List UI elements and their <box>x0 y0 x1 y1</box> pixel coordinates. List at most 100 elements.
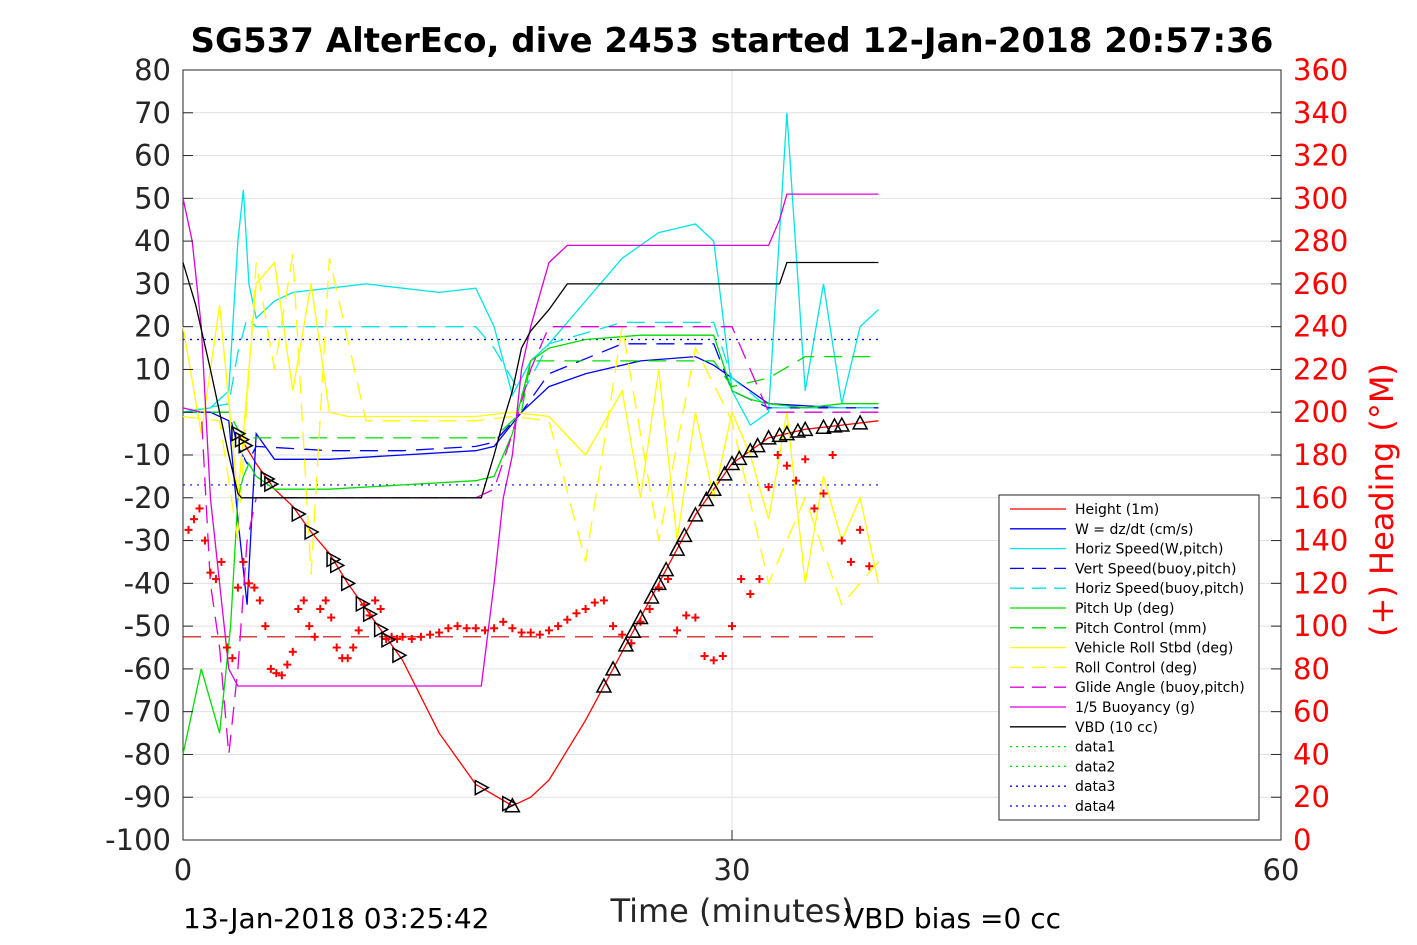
series-buoy <box>182 193 879 687</box>
heading-point <box>782 461 791 470</box>
heading-point <box>517 628 526 637</box>
heading-point <box>728 622 736 631</box>
heading-point <box>590 598 599 607</box>
y-tick-label: -60 <box>124 652 171 686</box>
series-horizb <box>182 316 879 413</box>
depth-marker <box>668 540 686 556</box>
heading-point <box>865 562 874 571</box>
x-axis-label: Time (minutes) <box>610 892 854 930</box>
heading-point <box>846 557 855 566</box>
series-glide <box>182 326 879 755</box>
depth-marker <box>833 416 851 432</box>
heading-point <box>737 575 746 584</box>
y-tick-label: 40 <box>134 224 171 258</box>
heading-point <box>746 590 755 599</box>
series-roll <box>182 260 880 584</box>
y-axis-right-label: (+) Heading (°M) <box>1363 363 1401 637</box>
heading-point <box>700 652 709 661</box>
heading-point <box>294 605 303 613</box>
y-tick-label: 10 <box>134 352 171 386</box>
heading-point <box>310 632 319 641</box>
heading-point <box>819 489 828 498</box>
legend-label: VBD (10 cc) <box>1075 720 1158 736</box>
depth-marker <box>749 437 766 453</box>
heading-point <box>618 630 627 639</box>
heading-point <box>217 557 226 566</box>
heading-point <box>645 605 654 613</box>
heading-points <box>184 451 874 680</box>
depth-marker <box>392 646 408 664</box>
y-axis-right: 3603403203002802602402202001801601401201… <box>1271 53 1348 857</box>
depth-marker <box>643 588 660 604</box>
depth-marker <box>657 561 675 577</box>
heading-point <box>453 622 462 631</box>
heading-point <box>444 624 453 633</box>
x-axis: 0 30 60 <box>174 830 1300 887</box>
depth-markers <box>231 414 869 813</box>
legend-label: Pitch Control (mm) <box>1075 621 1207 637</box>
heading-point <box>792 476 801 485</box>
heading-point <box>490 624 499 633</box>
depth-marker <box>698 490 715 507</box>
heading-point <box>654 583 663 592</box>
legend-label: data1 <box>1075 740 1115 756</box>
plot-area <box>182 112 880 813</box>
heading-point <box>371 596 380 605</box>
depth-marker <box>373 621 390 638</box>
heading-point <box>316 605 325 613</box>
heading-point <box>773 451 782 459</box>
heading-point <box>709 656 718 665</box>
heading-point <box>283 660 292 669</box>
heading-point <box>837 536 846 545</box>
heading-point <box>200 536 209 545</box>
y-tick-label: 0 <box>153 395 171 429</box>
heading-point <box>563 615 572 624</box>
depth-marker <box>796 420 814 437</box>
y-right-tick-label: 200 <box>1293 395 1348 429</box>
y-right-tick-label: 300 <box>1293 181 1348 215</box>
heading-point <box>261 622 270 631</box>
series-vert <box>183 343 879 465</box>
x-tick-label: 60 <box>1263 853 1300 887</box>
legend-label: Pitch Up (deg) <box>1075 601 1174 617</box>
legend-label: data4 <box>1075 799 1116 815</box>
heading-point <box>545 626 553 635</box>
y-right-tick-label: 360 <box>1293 53 1348 87</box>
depth-marker <box>231 425 247 442</box>
y-tick-label: -50 <box>124 609 171 643</box>
heading-point <box>828 451 837 459</box>
y-right-tick-label: 140 <box>1293 524 1348 558</box>
y-right-tick-label: 340 <box>1293 96 1348 130</box>
y-right-tick-label: 260 <box>1293 267 1348 301</box>
heading-point <box>195 504 204 513</box>
legend-label: data2 <box>1075 759 1115 775</box>
depth-marker <box>632 608 649 625</box>
footer-vbd-bias: VBD bias =0 cc <box>845 902 1061 935</box>
depth-marker <box>326 551 342 568</box>
y-right-tick-label: 180 <box>1293 438 1348 472</box>
legend-label: Roll Control (deg) <box>1075 660 1197 676</box>
heading-point <box>250 583 259 592</box>
heading-point <box>572 609 581 618</box>
heading-point <box>189 515 198 524</box>
heading-point <box>691 613 700 622</box>
heading-point <box>277 671 286 680</box>
y-tick-label: -20 <box>124 481 171 515</box>
y-tick-label: 80 <box>134 53 171 87</box>
legend-label: Height (1m) <box>1075 502 1159 518</box>
heading-point <box>416 632 425 641</box>
heading-point <box>349 643 358 652</box>
heading-point <box>526 628 535 637</box>
series-rollc <box>182 253 879 606</box>
heading-point <box>244 579 253 588</box>
depth-marker <box>851 414 869 430</box>
depth-marker <box>238 437 254 454</box>
y-tick-label: -10 <box>124 438 171 472</box>
heading-point <box>272 669 281 678</box>
y-right-tick-label: 80 <box>1293 652 1330 686</box>
depth-marker <box>617 636 635 652</box>
heading-point <box>581 605 590 613</box>
depth-marker <box>604 660 622 676</box>
heading-point <box>554 622 563 631</box>
